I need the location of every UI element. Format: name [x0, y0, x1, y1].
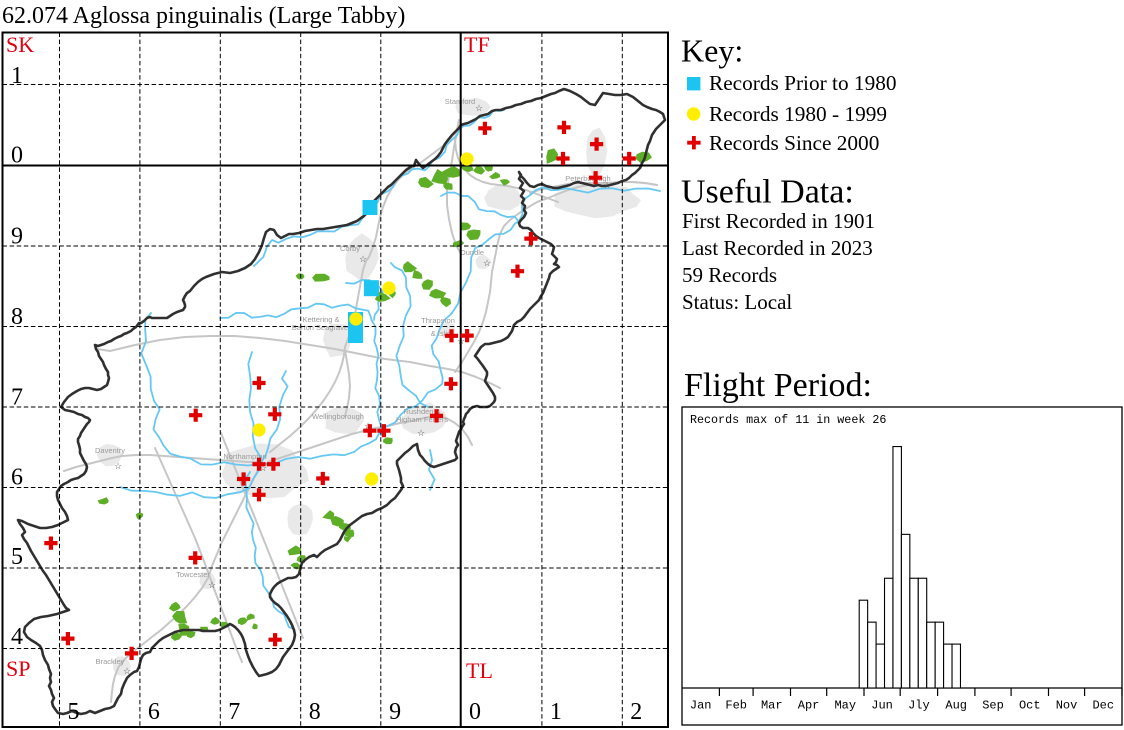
svg-text:☆: ☆	[417, 428, 425, 438]
svg-text:2: 2	[630, 699, 642, 725]
svg-text:☆: ☆	[123, 666, 131, 676]
svg-text:☆: ☆	[208, 580, 216, 590]
svg-text:Jan: Jan	[690, 699, 712, 713]
svg-text:59 Records: 59 Records	[682, 263, 777, 287]
svg-text:Oundle: Oundle	[460, 248, 484, 257]
svg-text:5: 5	[68, 699, 80, 725]
svg-text:Brackley: Brackley	[96, 657, 125, 666]
svg-text:8: 8	[309, 699, 321, 725]
svg-text:Last Recorded in 2023: Last Recorded in 2023	[682, 236, 873, 260]
svg-text:TL: TL	[466, 658, 493, 683]
svg-text:Flight Period:: Flight Period:	[684, 367, 872, 404]
svg-text:May: May	[834, 699, 856, 713]
svg-text:& Islip: & Islip	[431, 329, 451, 338]
svg-text:4: 4	[11, 624, 23, 650]
svg-text:Higham Ferrers: Higham Ferrers	[396, 415, 448, 424]
svg-text:Status: Local: Status: Local	[682, 290, 792, 314]
svg-text:☆: ☆	[359, 254, 367, 264]
svg-text:Northampton: Northampton	[223, 452, 266, 461]
svg-text:Records Since 2000: Records Since 2000	[709, 131, 879, 155]
svg-text:☆: ☆	[475, 103, 483, 113]
svg-text:Records max of 11 in week 26: Records max of 11 in week 26	[690, 413, 886, 427]
svg-text:☆: ☆	[114, 461, 122, 471]
svg-text:8: 8	[11, 304, 23, 330]
svg-text:TF: TF	[464, 32, 490, 57]
svg-text:Wellingborough: Wellingborough	[312, 412, 364, 421]
svg-text:1: 1	[550, 699, 562, 725]
svg-text:Mar: Mar	[761, 699, 783, 713]
svg-text:Apr: Apr	[798, 699, 820, 713]
svg-text:☆: ☆	[603, 180, 611, 190]
svg-text:Useful Data:: Useful Data:	[681, 174, 854, 211]
svg-text:7: 7	[11, 385, 23, 411]
svg-text:☆: ☆	[259, 463, 267, 473]
svg-text:0: 0	[11, 143, 23, 169]
svg-text:SP: SP	[6, 656, 30, 681]
svg-text:7: 7	[228, 699, 240, 725]
svg-text:Aug: Aug	[945, 699, 967, 713]
svg-text:62.074 Aglossa pinguinalis (La: 62.074 Aglossa pinguinalis (Large Tabby)	[2, 3, 405, 29]
svg-text:Key:: Key:	[681, 33, 743, 69]
svg-text:SK: SK	[6, 32, 34, 57]
svg-text:9: 9	[389, 699, 401, 725]
svg-text:9: 9	[11, 224, 23, 250]
svg-text:First Recorded in 1901: First Recorded in 1901	[682, 209, 875, 233]
svg-text:Jly: Jly	[908, 699, 930, 713]
svg-text:6: 6	[148, 699, 160, 725]
svg-text:Barton Seagrave: Barton Seagrave	[292, 323, 348, 332]
svg-text:Kettering &: Kettering &	[302, 315, 339, 324]
svg-text:5: 5	[11, 544, 23, 570]
svg-text:Rushden &: Rushden &	[403, 407, 440, 416]
svg-text:Peterborough: Peterborough	[565, 174, 610, 183]
svg-text:6: 6	[11, 465, 23, 491]
svg-text:Daventry: Daventry	[95, 446, 125, 455]
svg-text:Feb: Feb	[725, 699, 747, 713]
svg-text:Corby: Corby	[340, 244, 360, 253]
svg-text:Thrapston: Thrapston	[421, 316, 455, 325]
svg-text:☆: ☆	[483, 258, 491, 268]
svg-text:Dec: Dec	[1092, 699, 1114, 713]
svg-text:Records Prior to 1980: Records Prior to 1980	[709, 71, 897, 95]
svg-text:Nov: Nov	[1056, 699, 1078, 713]
svg-text:Oct: Oct	[1019, 699, 1041, 713]
svg-text:Jun: Jun	[871, 699, 893, 713]
svg-text:1: 1	[11, 63, 23, 89]
svg-text:0: 0	[469, 699, 481, 725]
svg-text:Records 1980 - 1999: Records 1980 - 1999	[709, 102, 887, 126]
svg-text:Sep: Sep	[982, 699, 1004, 713]
svg-text:Towcester: Towcester	[176, 570, 210, 579]
